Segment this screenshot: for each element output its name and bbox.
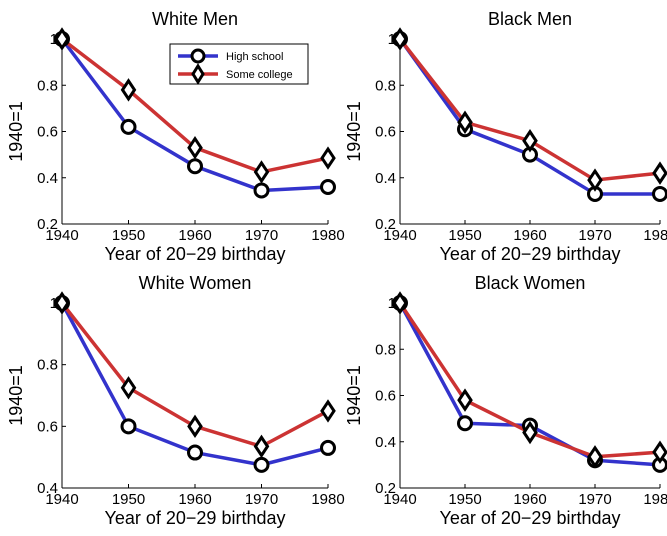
- y-axis-label: 1940=1: [344, 365, 364, 426]
- x-tick-label: 1950: [448, 227, 481, 244]
- x-axis-label: Year of 20−29 birthday: [440, 244, 621, 264]
- data-point-some-college: [457, 110, 473, 134]
- data-point-some-college: [392, 27, 408, 51]
- x-tick-label: 1940: [45, 227, 78, 244]
- y-tick-label: 0.2: [375, 480, 396, 497]
- data-point-high-school: [253, 456, 270, 473]
- chart-panel-black-men: Black Men 1940 1950 1960 1970 1980 0.2 0.4 0.6 0.…: [344, 9, 667, 264]
- x-tick-label: 1960: [178, 227, 211, 244]
- y-tick-label: 0.8: [375, 341, 396, 358]
- y-tick-label: 0.2: [375, 216, 396, 233]
- data-point-some-college: [253, 434, 270, 459]
- x-tick-label: 1970: [245, 491, 278, 508]
- data-point-some-college: [187, 414, 203, 439]
- x-axis-label: Year of 20−29 birthday: [440, 508, 621, 528]
- data-point-some-college: [457, 388, 473, 412]
- y-tick-label: 1: [50, 295, 58, 312]
- data-point-some-college: [253, 160, 270, 184]
- y-tick-label: 0.6: [375, 388, 396, 405]
- y-tick-label: 0.4: [375, 434, 396, 451]
- x-tick-label: 1980: [643, 491, 667, 508]
- y-tick-label: 1: [50, 31, 58, 48]
- data-point-some-college: [120, 78, 137, 102]
- x-tick-label: 1950: [112, 227, 145, 244]
- chart-title: Black Women: [475, 273, 586, 293]
- data-point-some-college: [522, 129, 538, 153]
- series-line-high-school: [398, 37, 660, 196]
- chart-title: Black Men: [488, 9, 572, 29]
- data-point-high-school: [120, 418, 137, 435]
- y-tick-label: 0.6: [37, 418, 58, 435]
- legend-label-some-college: Some college: [226, 69, 293, 81]
- chart-panel-white-women: White Women 1940 1950 1960 1970 1980 0.4 0.6 0.8…: [6, 273, 345, 528]
- y-tick-label: 0.4: [37, 170, 58, 187]
- y-tick-label: 0.6: [37, 124, 58, 141]
- y-tick-label: 0.8: [37, 77, 58, 94]
- data-point-some-college: [392, 291, 408, 315]
- data-point-some-college: [54, 27, 70, 51]
- chart-panel-black-women: Black Women 1940 1950 1960 1970 1980 0.2 0.4 0.6…: [344, 273, 667, 528]
- y-tick-label: 0.4: [37, 480, 58, 497]
- data-point-high-school: [652, 185, 667, 202]
- x-tick-label: 1970: [578, 227, 611, 244]
- chart-panel-white-men: White Men 1940 1950 1960 1970 1980 0.2 0.4 0.6 0.…: [6, 9, 345, 264]
- data-point-high-school: [187, 444, 203, 461]
- data-point-some-college: [187, 135, 203, 160]
- data-point-high-school: [320, 179, 336, 195]
- y-tick-label: 1: [388, 31, 396, 48]
- data-point-high-school: [120, 118, 137, 135]
- data-point-some-college: [54, 291, 70, 315]
- y-tick-label: 0.8: [375, 77, 396, 94]
- y-axis-label: 1940=1: [6, 101, 26, 162]
- data-point-some-college: [587, 445, 603, 469]
- data-point-high-school: [320, 439, 336, 456]
- y-tick-label: 0.4: [375, 170, 396, 187]
- data-point-some-college: [587, 168, 603, 192]
- legend: High school Some college: [169, 43, 309, 85]
- legend-label-high-school: High school: [226, 51, 283, 63]
- y-axis-label: 1940=1: [6, 365, 26, 426]
- x-tick-label: 1950: [112, 491, 145, 508]
- data-point-some-college: [320, 399, 336, 423]
- chart-title: White Women: [139, 273, 252, 293]
- x-tick-label: 1960: [178, 491, 211, 508]
- data-point-some-college: [320, 146, 336, 170]
- x-tick-label: 1970: [578, 491, 611, 508]
- series-line-high-school: [60, 302, 329, 467]
- x-tick-label: 1950: [448, 491, 481, 508]
- x-axis-label: Year of 20−29 birthday: [105, 508, 286, 528]
- x-tick-label: 1940: [383, 491, 416, 508]
- data-point-some-college: [652, 161, 667, 185]
- x-tick-label: 1940: [383, 227, 416, 244]
- x-tick-label: 1970: [245, 227, 278, 244]
- data-point-high-school: [253, 182, 270, 199]
- x-tick-label: 1980: [311, 491, 344, 508]
- y-tick-label: 0.8: [37, 357, 58, 374]
- y-tick-label: 0.6: [375, 124, 396, 141]
- chart-title: White Men: [152, 9, 238, 29]
- legend-marker-high-school: [190, 48, 206, 64]
- data-point-some-college: [652, 440, 667, 464]
- y-axis-label: 1940=1: [344, 101, 364, 162]
- x-tick-label: 1980: [311, 227, 344, 244]
- x-tick-label: 1940: [45, 491, 78, 508]
- y-tick-label: 1: [388, 295, 396, 312]
- data-point-some-college: [120, 376, 137, 400]
- data-point-high-school: [187, 158, 203, 175]
- data-point-some-college: [522, 420, 538, 445]
- x-tick-label: 1980: [643, 227, 667, 244]
- legend-marker-some-college: [191, 63, 205, 85]
- x-tick-label: 1960: [513, 227, 546, 244]
- x-axis-label: Year of 20−29 birthday: [105, 244, 286, 264]
- y-tick-label: 0.2: [37, 216, 58, 233]
- x-tick-label: 1960: [513, 491, 546, 508]
- data-point-high-school: [457, 415, 473, 432]
